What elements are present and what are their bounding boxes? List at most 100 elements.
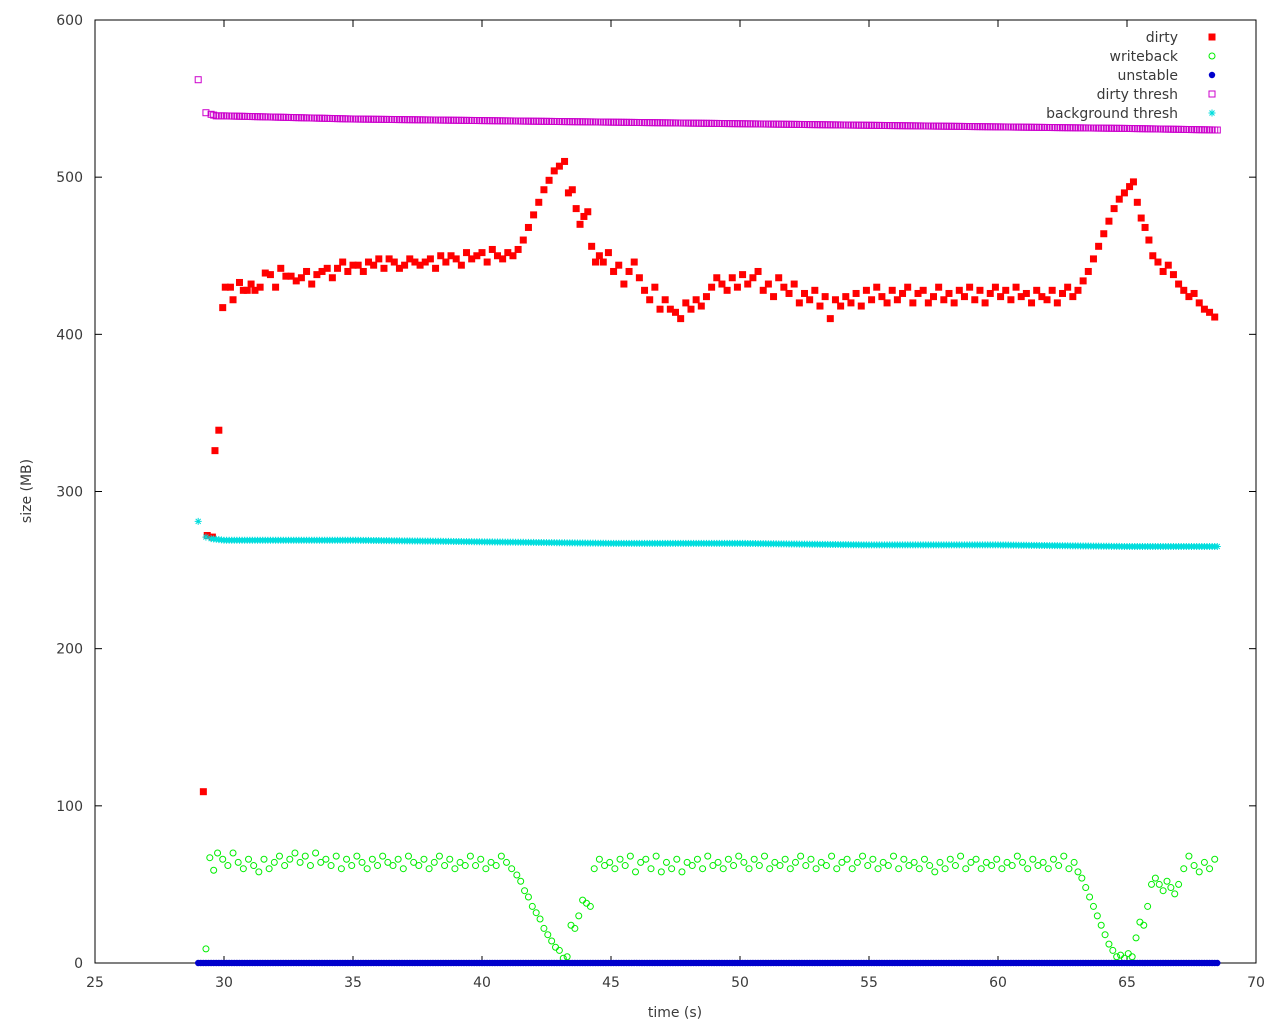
writeback-point [1013, 852, 1021, 860]
writeback-point [245, 855, 253, 863]
y-tick-label: 300 [56, 485, 83, 501]
writeback-point [1101, 931, 1109, 939]
dirty-point [641, 286, 649, 294]
dirty-point [1007, 296, 1015, 304]
dirty-point [540, 186, 548, 194]
writeback-point [301, 852, 309, 860]
writeback-point [466, 852, 474, 860]
writeback-point [224, 862, 232, 870]
writeback-point [982, 858, 990, 866]
dirty-point [687, 305, 695, 313]
dirty-point [625, 267, 633, 275]
dirty-point [239, 286, 247, 294]
dirty-point [437, 252, 445, 260]
dirty-point [770, 293, 778, 301]
writeback-point [374, 862, 382, 870]
dirty-point [272, 283, 280, 291]
dirty-point [888, 286, 896, 294]
x-tick-label: 45 [602, 975, 620, 991]
writeback-point [621, 862, 629, 870]
dirty-point [561, 157, 569, 165]
writeback-point [348, 862, 356, 870]
x-tick-label: 70 [1247, 975, 1265, 991]
dirty-point [1149, 252, 1157, 260]
dirty-point [235, 278, 243, 286]
dirty-point [229, 296, 237, 304]
writeback-point [1200, 858, 1208, 866]
dirty-point [524, 223, 532, 231]
dirty-point [909, 299, 917, 307]
dirty-point [1154, 258, 1162, 266]
writeback-point [771, 858, 779, 866]
writeback-point [915, 865, 923, 873]
dirty-thresh-point [202, 109, 210, 117]
dirty-point [821, 293, 829, 301]
series-background-thresh [194, 517, 1221, 551]
dirty-point [334, 264, 342, 272]
dirty-point [1084, 267, 1092, 275]
dirty-point [842, 293, 850, 301]
dirty-point [971, 296, 979, 304]
dirty-point [940, 296, 948, 304]
dirty-point [1200, 305, 1208, 313]
dirty-point [893, 296, 901, 304]
writeback-point [1097, 921, 1105, 929]
dirty-point [432, 264, 440, 272]
writeback-point [972, 855, 980, 863]
writeback-point [1024, 865, 1032, 873]
writeback-point [528, 902, 536, 910]
dirty-point [1190, 289, 1198, 297]
writeback-point [275, 852, 283, 860]
dirty-point [1185, 293, 1193, 301]
dirty-point [1064, 283, 1072, 291]
dirty-point [514, 245, 522, 253]
dirty-point [580, 212, 588, 220]
dirty-point [1169, 271, 1177, 279]
y-tick-label: 500 [56, 170, 83, 186]
legend-label: unstable [1118, 68, 1179, 84]
dirty-point [483, 258, 491, 266]
dirty-point [261, 269, 269, 277]
writeback-point [286, 855, 294, 863]
dirty-point [1079, 277, 1087, 285]
dirty-point [935, 283, 943, 291]
dirty-point [790, 280, 798, 288]
writeback-point [229, 849, 237, 857]
writeback-point [1078, 874, 1086, 882]
dirty-point [862, 286, 870, 294]
x-tick-label: 40 [473, 975, 491, 991]
y-tick-label: 200 [56, 642, 83, 658]
y-tick-label: 600 [56, 13, 83, 29]
writeback-point [755, 862, 763, 870]
dirty-point [478, 249, 486, 257]
dirty-point [1206, 308, 1214, 316]
writeback-point [637, 858, 645, 866]
x-tick-label: 60 [989, 975, 1007, 991]
writeback-point [332, 852, 340, 860]
dirty-point [852, 289, 860, 297]
dirty-point [950, 299, 958, 307]
dirty-point [1017, 293, 1025, 301]
dirty-point [718, 280, 726, 288]
writeback-point [513, 871, 521, 879]
y-tick-label: 100 [56, 799, 83, 815]
writeback-point [521, 887, 529, 895]
dirty-point [303, 267, 311, 275]
dirty-point [857, 302, 865, 310]
writeback-point [910, 858, 918, 866]
dirty-point [604, 249, 612, 257]
dirty-point [739, 271, 747, 279]
writeback-point [735, 852, 743, 860]
dirty-point [266, 271, 274, 279]
x-tick-label: 30 [215, 975, 233, 991]
dirty-point [646, 296, 654, 304]
x-axis-label: time (s) [648, 1005, 702, 1021]
dirty-point [576, 220, 584, 228]
dirty-point [899, 289, 907, 297]
writeback-point [864, 862, 872, 870]
writeback-point [853, 858, 861, 866]
dirty-point [733, 283, 741, 291]
writeback-point [988, 862, 996, 870]
writeback-point [394, 855, 402, 863]
dirty-point [955, 286, 963, 294]
